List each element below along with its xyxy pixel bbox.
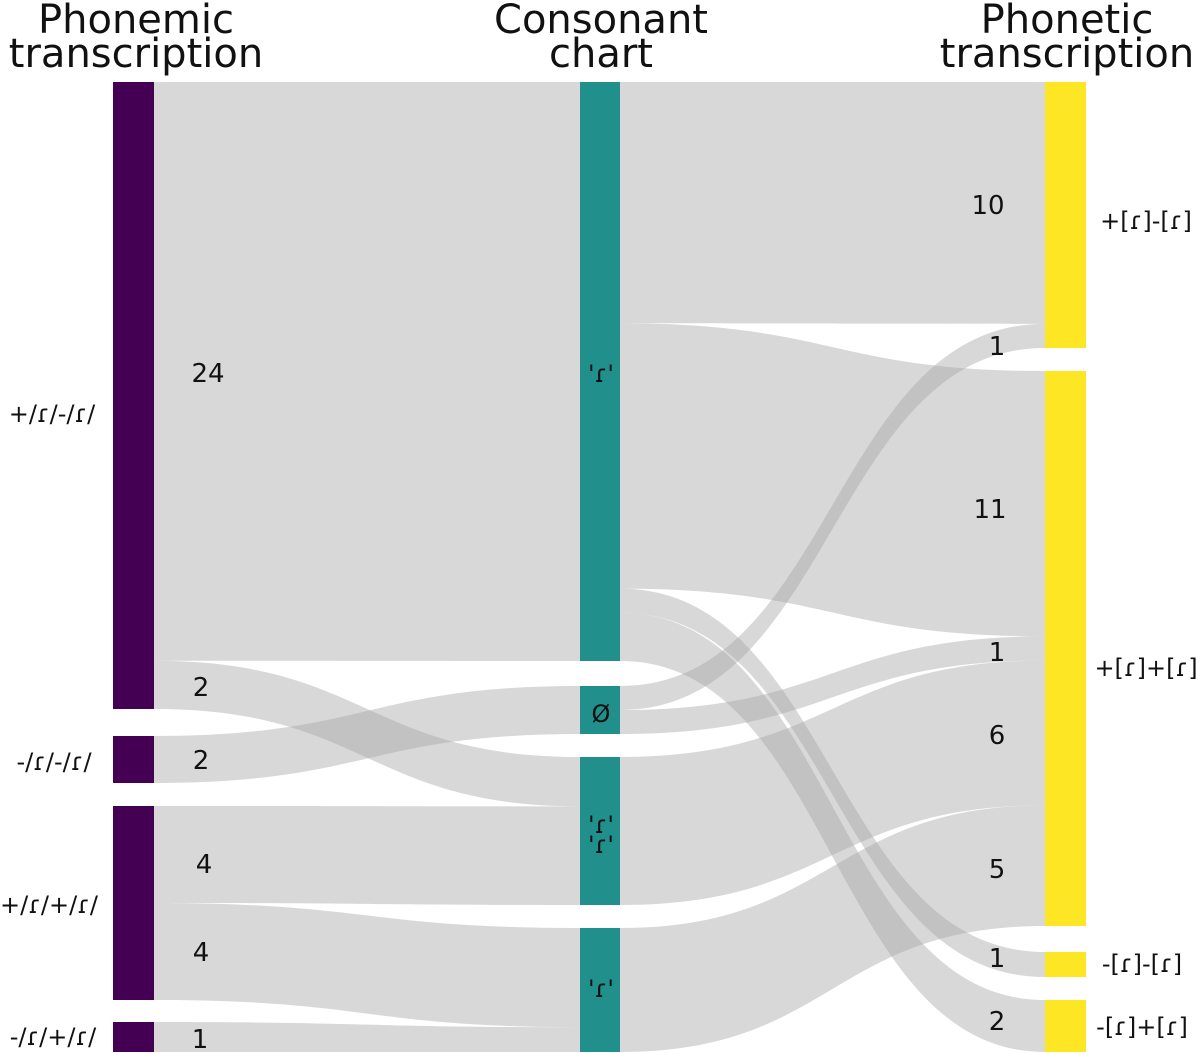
sankey-node-R2 — [1045, 371, 1086, 926]
middle-node-label: Ø — [592, 700, 611, 728]
link-value-label: 1 — [192, 1025, 209, 1053]
flow-link-L1-M1 — [154, 82, 580, 661]
sankey-node-M4 — [580, 928, 620, 1052]
link-value-label: 1 — [989, 638, 1006, 668]
link-value-label: 2 — [193, 673, 210, 703]
left-column-title-line2: transcription — [9, 31, 263, 77]
middle-node-label-line1: 'ɾ' — [588, 811, 614, 839]
sankey-node-M2 — [580, 686, 620, 734]
left-node-label: +/ɾ/+/ɾ/ — [0, 891, 99, 919]
link-value-label: 5 — [989, 855, 1006, 885]
flow-link-M4-R2 — [620, 805, 1045, 1052]
flow-link-L4-M4 — [154, 1022, 580, 1052]
right-node-label: -[ɾ]+[ɾ] — [1096, 1013, 1188, 1041]
sankey-node-L4 — [113, 1022, 154, 1052]
left-links-group — [154, 82, 580, 1052]
sankey-node-R3 — [1045, 952, 1086, 977]
left-node-label: -/ɾ/-/ɾ/ — [16, 748, 92, 776]
link-value-label: 1 — [989, 332, 1006, 362]
flow-link-M2-R2 — [620, 636, 1045, 734]
right-column-title-line2: transcription — [940, 31, 1194, 77]
flow-link-M2-R1 — [620, 323, 1045, 710]
flow-link-M3-R2 — [620, 660, 1045, 905]
flow-link-M1-R2 — [620, 323, 1045, 637]
link-value-label: 11 — [973, 495, 1006, 525]
left-column-title-line1: Phonemic — [38, 0, 234, 43]
link-value-label: 10 — [971, 191, 1004, 221]
flow-link-M1-R1 — [620, 82, 1045, 324]
link-value-label: 24 — [191, 359, 224, 389]
middle-column-title-line2: chart — [549, 31, 653, 77]
nodes-group — [113, 82, 1086, 1052]
right-links-group — [620, 82, 1045, 1052]
flow-link-L3-M4 — [154, 903, 580, 1028]
flow-link-M1-R4 — [620, 612, 1045, 1052]
right-node-label: +[ɾ]-[ɾ] — [1100, 207, 1192, 235]
middle-node-label-line2: 'ɾ' — [588, 831, 614, 859]
middle-node-label: 'ɾ' — [588, 360, 614, 388]
right-column-title-line1: Phonetic — [981, 0, 1154, 43]
sankey-node-L2 — [113, 736, 154, 783]
link-value-label: 4 — [193, 938, 210, 968]
link-value-label: 4 — [196, 850, 213, 880]
right-node-label: -[ɾ]-[ɾ] — [1102, 950, 1182, 978]
link-value-label: 2 — [193, 746, 210, 776]
left-node-label: -/ɾ/+/ɾ/ — [10, 1023, 97, 1051]
sankey-node-R4 — [1045, 1000, 1086, 1052]
right-node-label: +[ɾ]+[ɾ] — [1094, 654, 1197, 682]
flow-link-L3-M3 — [154, 806, 580, 905]
flow-link-M1-R3 — [620, 588, 1045, 977]
sankey-node-M1 — [580, 82, 620, 661]
sankey-node-L1 — [113, 82, 154, 709]
link-value-label: 1 — [989, 944, 1006, 974]
sankey-node-L3 — [113, 806, 154, 1000]
sankey-node-R1 — [1045, 82, 1086, 348]
link-value-label: 6 — [989, 721, 1006, 751]
flow-link-L1-M3 — [154, 660, 580, 807]
flow-link-L2-M2 — [154, 686, 580, 783]
link-value-label: 2 — [989, 1007, 1006, 1037]
middle-column-title-line1: Consonant — [494, 0, 708, 43]
middle-node-label: 'ɾ' — [588, 975, 614, 1003]
sankey-node-M3 — [580, 757, 620, 905]
left-node-label: +/ɾ/-/ɾ/ — [9, 400, 96, 428]
